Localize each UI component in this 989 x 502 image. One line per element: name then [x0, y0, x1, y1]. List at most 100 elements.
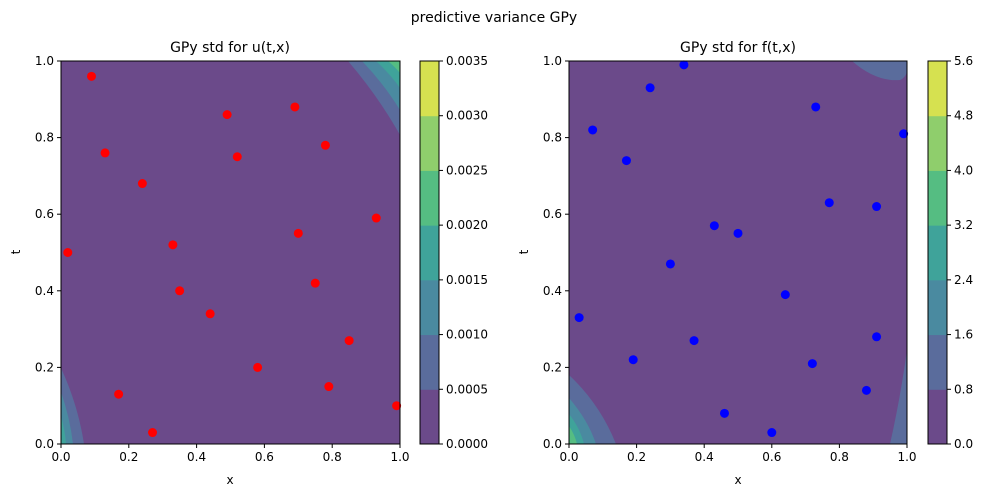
- panel-u-colorbar-band: [420, 279, 439, 336]
- panel-u-point: [168, 240, 178, 250]
- panel-u-ylabel: t: [9, 249, 23, 254]
- panel-f-contour-bottomright-l1: [890, 350, 907, 444]
- panel-u-y-tick-label: 0.8: [35, 131, 54, 145]
- panel-f-point: [807, 359, 817, 369]
- panel-u-point: [253, 362, 263, 372]
- panel-f-point: [574, 313, 584, 323]
- panel-f-colorbar-band: [928, 225, 947, 281]
- panel-f-y-tick-label: 0.2: [543, 360, 562, 374]
- panel-f-colorbar-tick-label: 4.0: [954, 163, 973, 177]
- panel-f-y-tick-label: 0.0: [543, 437, 562, 451]
- panel-f-colorbar-band: [928, 389, 947, 445]
- panel-f-point: [733, 228, 743, 238]
- panel-u-x-ticks: 0.0 0.2 0.4 0.6 0.8 1.0: [51, 444, 410, 464]
- panel-f-x-tick-label: 1.0: [897, 450, 916, 464]
- panel-u-contour: [61, 61, 400, 444]
- panel-u-x-tick-label: 0.2: [119, 450, 138, 464]
- panel-u-point: [232, 152, 242, 162]
- panel-f-ylabel: t: [517, 249, 531, 254]
- panel-u-point: [148, 428, 158, 438]
- panel-f-point: [767, 428, 777, 438]
- panel-f-contour-bottomleft-l4: [569, 426, 577, 444]
- panel-u-point: [63, 248, 73, 257]
- panel-f-point: [665, 259, 675, 269]
- panel-u-point: [87, 71, 97, 81]
- panel-u-point: [324, 382, 334, 392]
- panel-u-point: [344, 336, 354, 346]
- panel-f-point: [628, 355, 638, 365]
- panel-u-y-tick-label: 0.2: [35, 360, 54, 374]
- panel-u-colorbar-band: [420, 334, 439, 390]
- panel-u-point: [205, 309, 215, 319]
- panel-f-colorbar-band: [928, 279, 947, 336]
- panel-f: GPy std for f(t,x) 0.0 0.2 0.4 0.6 0.8 1.0 0.…: [517, 40, 973, 487]
- panel-u-x-tick-label: 0.8: [323, 450, 342, 464]
- panel-f-colorbar-tick-label: 0.8: [954, 382, 973, 396]
- panel-u-contour-base: [61, 61, 400, 444]
- panel-f-title: GPy std for f(t,x): [680, 40, 796, 56]
- panel-f-x-tick-label: 0.0: [559, 450, 578, 464]
- panel-u-colorbar-frame: [419, 60, 440, 445]
- panel-f-point: [709, 221, 719, 231]
- panel-u-y-tick-label: 1.0: [35, 54, 54, 68]
- panel-f-x-tick-label: 0.8: [830, 450, 849, 464]
- panel-u-point: [320, 140, 330, 150]
- panel-f-contour-topright-l1: [852, 61, 907, 81]
- panel-f-axes-frame: [568, 60, 908, 445]
- panel-u-colorbar-tick-label: 0.0015: [446, 273, 488, 287]
- panel-f-y-tick-label: 0.4: [543, 284, 562, 298]
- panel-u-title: GPy std for u(t,x): [170, 40, 290, 56]
- panel-f-point: [872, 332, 882, 342]
- panel-u-y-ticks: 0.0 0.2 0.4 0.6 0.8 1.0: [35, 54, 61, 451]
- panel-u-point: [371, 213, 381, 223]
- panel-u-colorbar-tick-label: 0.0000: [446, 437, 488, 451]
- panel-f-contour: [569, 61, 907, 444]
- panel-u-x-tick-label: 1.0: [390, 450, 409, 464]
- panel-u-contour-bottomleft-l3: [61, 416, 66, 444]
- panel-u-points: [63, 71, 402, 438]
- panel-f-colorbar-tick-label: 4.8: [954, 109, 973, 123]
- panel-f-point: [861, 385, 871, 395]
- panel-f-x-ticks: 0.0 0.2 0.4 0.6 0.8 1.0: [559, 444, 917, 464]
- panel-u-xlabel: x: [226, 473, 233, 487]
- panel-f-colorbar: 0.0 0.8 1.6 2.4 3.2 4.0 4.8 5.6: [927, 54, 973, 451]
- panel-f-point: [621, 156, 631, 166]
- panel-u-contour-topright-l3: [376, 61, 400, 88]
- panel-f-colorbar-tick-label: 3.2: [954, 218, 973, 232]
- panel-u-x-tick-label: 0.4: [187, 450, 206, 464]
- panel-u-point: [293, 228, 303, 238]
- panel-f-y-tick-label: 0.8: [543, 131, 562, 145]
- panel-u-point: [310, 278, 320, 288]
- panel-u-colorbar-band: [420, 61, 439, 117]
- panel-f-colorbar-tick-label: 1.6: [954, 328, 973, 342]
- panel-f-colorbar-band: [928, 61, 947, 117]
- panel-u-y-tick-label: 0.4: [35, 284, 54, 298]
- panel-f-xlabel: x: [734, 473, 741, 487]
- panel-u-y-tick-label: 0.0: [35, 437, 54, 451]
- panel-f-colorbar-tick-label: 0.0: [954, 437, 973, 451]
- panel-u-point: [137, 179, 147, 189]
- figure-suptitle: predictive variance GPy: [411, 10, 577, 26]
- panel-u-point: [114, 389, 124, 399]
- panel-f-colorbar-tick-label: 5.6: [954, 54, 973, 68]
- panel-u-contour-topright-l4: [388, 61, 400, 73]
- panel-f-y-ticks: 0.0 0.2 0.4 0.6 0.8 1.0: [543, 54, 569, 451]
- panel-u-colorbar-band: [420, 389, 439, 445]
- panel-u-colorbar-band: [420, 170, 439, 226]
- panel-f-x-tick-label: 0.4: [695, 450, 714, 464]
- panel-f-point: [719, 408, 729, 418]
- panel-f-point: [780, 290, 790, 300]
- panel-u-point: [290, 102, 300, 112]
- panel-f-x-tick-label: 0.6: [762, 450, 781, 464]
- panel-f-point: [811, 102, 821, 112]
- panel-f-point: [899, 129, 909, 139]
- panel-u-y-tick-label: 0.6: [35, 207, 54, 221]
- panel-u-colorbar-tick-label: 0.0020: [446, 218, 488, 232]
- panel-f-point: [679, 60, 689, 70]
- panel-u-colorbar-tick-label: 0.0005: [446, 382, 488, 396]
- panel-u-colorbar-tick-label: 0.0035: [446, 54, 488, 68]
- panel-f-point: [689, 336, 699, 346]
- panel-u: GPy std for u(t,x) 0.0 0.2 0.4 0.6 0.8 1.0 0.…: [9, 40, 488, 487]
- panel-f-colorbar-band: [928, 170, 947, 226]
